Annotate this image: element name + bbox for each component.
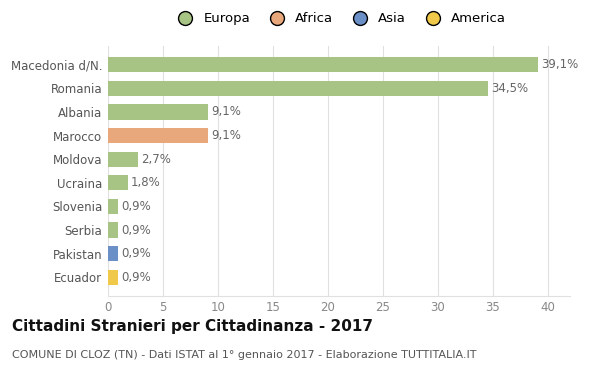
- Legend: Europa, Africa, Asia, America: Europa, Africa, Asia, America: [167, 7, 511, 31]
- Text: 1,8%: 1,8%: [131, 176, 161, 189]
- Text: 9,1%: 9,1%: [211, 129, 241, 142]
- Bar: [108, 246, 118, 261]
- Text: 39,1%: 39,1%: [541, 58, 578, 71]
- Bar: [108, 199, 118, 214]
- Bar: [108, 222, 118, 238]
- Bar: [108, 104, 208, 120]
- Text: 0,9%: 0,9%: [121, 271, 151, 284]
- Bar: [108, 128, 208, 143]
- Text: 2,7%: 2,7%: [141, 153, 171, 166]
- Bar: [108, 152, 138, 167]
- Bar: [108, 175, 128, 190]
- Bar: [108, 57, 538, 72]
- Text: 0,9%: 0,9%: [121, 200, 151, 213]
- Text: 0,9%: 0,9%: [121, 247, 151, 260]
- Bar: [108, 270, 118, 285]
- Text: COMUNE DI CLOZ (TN) - Dati ISTAT al 1° gennaio 2017 - Elaborazione TUTTITALIA.IT: COMUNE DI CLOZ (TN) - Dati ISTAT al 1° g…: [12, 350, 476, 359]
- Text: 9,1%: 9,1%: [211, 105, 241, 119]
- Bar: [108, 81, 487, 96]
- Text: 34,5%: 34,5%: [491, 82, 528, 95]
- Text: 0,9%: 0,9%: [121, 223, 151, 237]
- Text: Cittadini Stranieri per Cittadinanza - 2017: Cittadini Stranieri per Cittadinanza - 2…: [12, 319, 373, 334]
